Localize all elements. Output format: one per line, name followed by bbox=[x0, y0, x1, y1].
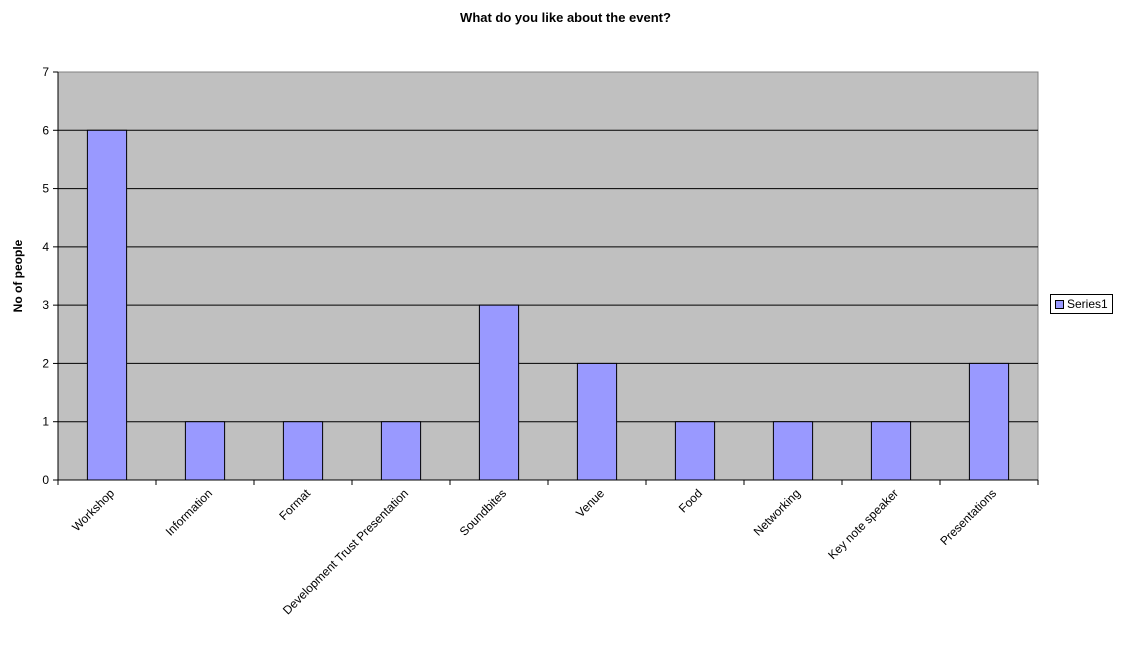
legend-label: Series1 bbox=[1067, 297, 1108, 311]
bar-networking bbox=[772, 421, 814, 481]
x-tick-label: Format bbox=[276, 486, 313, 523]
x-tick-label: Presentations bbox=[937, 486, 999, 548]
y-tick-label: 7 bbox=[42, 65, 49, 79]
x-tick-label: Venue bbox=[573, 486, 607, 520]
bar-information bbox=[184, 421, 226, 481]
x-tick-label: Key note speaker bbox=[825, 486, 901, 562]
y-tick-label: 3 bbox=[42, 298, 49, 312]
y-tick-label: 5 bbox=[42, 182, 49, 196]
bar-soundbites bbox=[478, 304, 520, 481]
bar-development-trust-presentation bbox=[380, 421, 422, 481]
legend-swatch bbox=[1055, 299, 1064, 309]
x-tick-label: Networking bbox=[751, 486, 803, 538]
y-axis-label: No of people bbox=[11, 239, 25, 312]
bar-venue bbox=[576, 362, 618, 481]
y-tick-label: 0 bbox=[42, 473, 49, 487]
bar-presentations bbox=[968, 362, 1010, 481]
x-tick-label: Food bbox=[676, 486, 705, 515]
plot-area bbox=[57, 71, 1039, 481]
y-tick-label: 2 bbox=[42, 356, 49, 370]
y-axis-ticks: 0 1 2 3 4 5 6 7 bbox=[42, 65, 58, 487]
bar-food bbox=[674, 421, 716, 481]
bar-workshop bbox=[86, 129, 128, 481]
x-tick-label: Workshop bbox=[69, 486, 117, 534]
chart-title: What do you like about the event? bbox=[460, 10, 671, 25]
bars bbox=[86, 129, 1010, 481]
x-tick-label: Soundbites bbox=[457, 486, 509, 538]
x-tick-label: Information bbox=[163, 486, 215, 538]
legend: Series1 bbox=[1050, 294, 1113, 314]
y-tick-label: 6 bbox=[42, 123, 49, 137]
y-tick-label: 4 bbox=[42, 240, 49, 254]
bar-format bbox=[282, 421, 324, 481]
y-tick-label: 1 bbox=[42, 415, 49, 429]
bar-key-note-speaker bbox=[870, 421, 912, 481]
